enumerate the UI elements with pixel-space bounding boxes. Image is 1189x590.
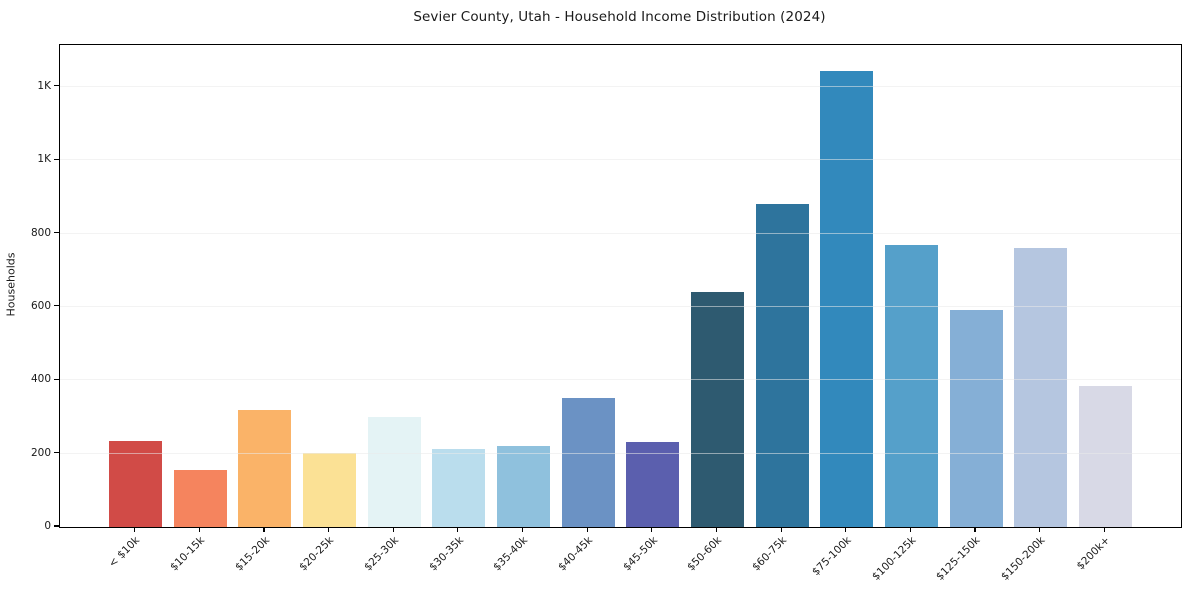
bar <box>949 309 1003 527</box>
x-tick-mark <box>715 527 718 533</box>
x-tick-mark <box>845 527 847 533</box>
x-tick-label: < $10k <box>106 534 143 570</box>
x-tick-label: $150-200k <box>998 534 1048 583</box>
bar <box>238 410 292 527</box>
x-tick-mark <box>198 527 200 533</box>
x-tick-mark <box>651 527 653 533</box>
x-tick-label: $25-30k <box>361 534 402 574</box>
y-tick-mark <box>54 231 59 234</box>
y-tick-mark <box>54 525 59 527</box>
x-tick-label: $20-25k <box>297 534 337 574</box>
x-tick-mark <box>1039 527 1041 533</box>
plot-area <box>59 44 1182 528</box>
bar <box>884 244 938 527</box>
bar <box>820 71 874 527</box>
x-tick-label: $75-100k <box>809 534 854 579</box>
bar <box>626 442 680 527</box>
x-tick-mark <box>392 527 394 533</box>
x-tick-label: $200k+ <box>1074 534 1113 573</box>
y-tick-mark <box>54 305 59 307</box>
x-tick-mark <box>909 527 911 533</box>
x-tick-label: $35-40k <box>491 534 531 574</box>
bar <box>755 204 809 527</box>
chart-title: Sevier County, Utah - Household Income D… <box>413 9 826 25</box>
gridline <box>60 232 1181 234</box>
x-tick-label: $30-35k <box>426 534 466 574</box>
x-tick-label: $60-75k <box>749 534 789 574</box>
bar <box>561 397 615 527</box>
y-axis-label: Households <box>4 252 18 317</box>
gridline <box>60 379 1181 381</box>
gridline <box>60 85 1181 87</box>
y-tick-label: 400 <box>30 373 51 386</box>
gridline <box>60 305 1181 307</box>
y-tick-label: 200 <box>30 446 51 459</box>
x-tick-mark <box>780 527 782 533</box>
bar <box>173 470 227 527</box>
x-tick-label: $40-45k <box>555 534 595 574</box>
x-tick-label: $125-150k <box>934 534 983 583</box>
gridline <box>60 452 1181 454</box>
bar <box>432 448 486 527</box>
x-tick-mark <box>974 527 976 533</box>
y-tick-label: 800 <box>30 226 51 239</box>
x-tick-label: $15-20k <box>232 534 272 574</box>
x-tick-mark <box>586 527 588 533</box>
bar <box>497 445 551 527</box>
y-tick-label: 0 <box>44 520 51 532</box>
x-tick-label: $100-125k <box>869 534 919 583</box>
bar <box>1078 386 1132 527</box>
x-tick-mark <box>1103 527 1105 533</box>
bar <box>690 291 744 527</box>
y-tick-label: 1K <box>37 153 51 166</box>
x-tick-mark <box>328 527 330 533</box>
y-tick-mark <box>54 158 59 160</box>
x-tick-mark <box>457 527 459 533</box>
x-tick-mark <box>263 527 265 533</box>
bar <box>109 440 163 527</box>
x-tick-mark <box>521 527 524 533</box>
x-tick-label: $45-50k <box>620 534 660 574</box>
y-tick-mark <box>54 452 59 454</box>
y-tick-mark <box>54 85 59 87</box>
bar <box>1014 247 1068 527</box>
bar <box>367 417 421 527</box>
bar <box>303 452 357 527</box>
y-tick-mark <box>54 378 59 380</box>
x-tick-label: $10-15k <box>167 534 208 574</box>
x-tick-label: $50-60k <box>685 534 725 574</box>
x-tick-mark <box>134 527 136 533</box>
gridline <box>60 159 1181 161</box>
y-tick-label: 600 <box>30 299 51 312</box>
y-tick-label: 1K <box>37 79 51 92</box>
